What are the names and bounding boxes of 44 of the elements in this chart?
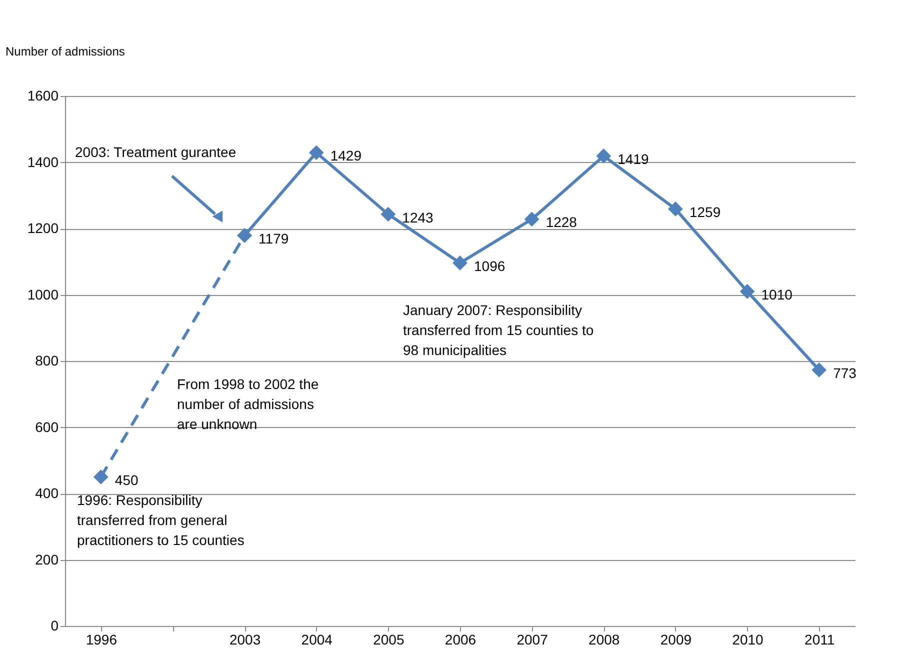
x-tick-label: 1996	[86, 632, 118, 648]
y-tick-label: 600	[35, 418, 59, 435]
annotation: January 2007: Responsibility transferred from 15 counties to 98 municipalities	[403, 302, 594, 358]
x-tick-label: 2006	[444, 632, 476, 648]
x-tick-label: 2009	[660, 632, 692, 648]
point	[93, 470, 108, 484]
annotation: 1996: Responsibility transferred from general practitioners to 15 counties	[77, 492, 244, 548]
y-tick-label: 1000	[27, 286, 59, 302]
x-tick-label: 2005	[373, 632, 404, 648]
y-tick-label: 0	[50, 618, 59, 634]
x-tick-label: 2008	[588, 632, 620, 648]
point	[668, 202, 683, 216]
data-label: 773	[833, 364, 857, 381]
x-tick-label: 2003	[229, 632, 261, 648]
data-label: 1259	[689, 204, 721, 220]
point	[740, 284, 755, 299]
point	[452, 256, 468, 270]
point	[308, 145, 324, 160]
y-axis-title: Number of admissions	[6, 44, 125, 58]
x-tick-label: 2011	[804, 632, 835, 648]
x-tick-label: 2004	[301, 632, 333, 648]
x-tick-label: 2007	[516, 632, 548, 648]
data-label: 450	[114, 472, 138, 488]
y-tick-label: 1400	[27, 154, 59, 170]
y-tick-label: 1200	[27, 220, 59, 236]
y-tick-label: 200	[35, 551, 59, 568]
data-label: 1429	[330, 148, 362, 164]
data-label: 1179	[258, 230, 289, 246]
data-label: 1228	[546, 214, 578, 230]
x-tick-label: 2010	[732, 632, 764, 648]
point	[596, 148, 612, 164]
y-tick-label: 400	[35, 485, 59, 501]
data-label: 1243	[402, 209, 434, 226]
y-tick-label: 1600	[27, 88, 59, 104]
annotation: 2003: Treatment gurantee	[75, 144, 236, 160]
point	[524, 212, 540, 227]
data-label: 1419	[618, 150, 649, 167]
annotation: From 1998 to 2002 the number of admissions are unknown	[177, 376, 319, 432]
point	[812, 362, 827, 378]
point	[380, 206, 396, 222]
y-tick-label: 800	[35, 352, 59, 368]
point	[237, 228, 252, 243]
data-label: 1096	[474, 258, 506, 274]
data-label: 1010	[761, 286, 793, 302]
